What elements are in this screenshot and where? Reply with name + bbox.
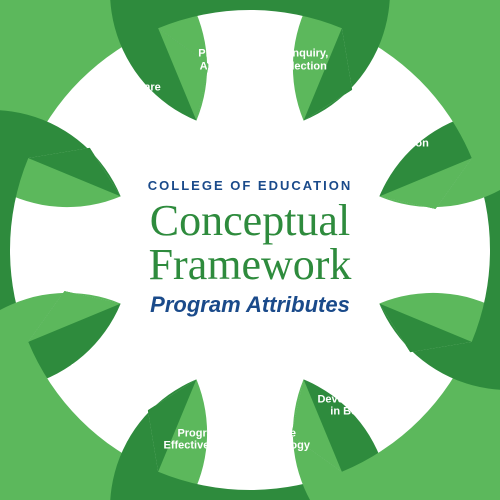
segment-label: Programs are On-Going and Developmental … xyxy=(312,368,437,419)
segment-label: Programs View Educators as Learners xyxy=(6,218,114,256)
segment-label: Programs are Sensitive to Context and Cu… xyxy=(71,81,179,132)
center-title: Conceptual Framework xyxy=(120,199,380,287)
segment-label: Programs Stress Inquiry, Analysis, and R… xyxy=(194,48,332,73)
center-subtitle: Program Attributes xyxy=(120,293,380,316)
center-kicker: COLLEGE OF EDUCATION xyxy=(120,179,380,193)
segment-label: Programs Promote the Effective Use of Te… xyxy=(158,427,316,452)
segment-label: Programs are Standards Driven xyxy=(409,238,471,289)
segment-label: Programs are Knowledge-Based xyxy=(48,362,166,387)
center-block: COLLEGE OF EDUCATION Conceptual Framewor… xyxy=(120,179,380,316)
segment-label: Programs Stress Participation, Collegial… xyxy=(340,100,447,151)
cycle-diagram: COLLEGE OF EDUCATION Conceptual Framewor… xyxy=(0,0,500,500)
